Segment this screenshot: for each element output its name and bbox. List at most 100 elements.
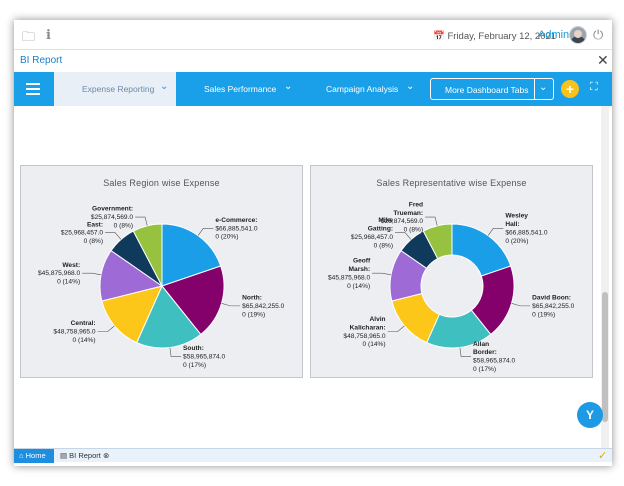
leader-line xyxy=(425,216,438,226)
slice-label: Wesley Hall: $66,885,541.0 0 (20%) xyxy=(505,213,548,245)
app-window: 🗀 i 📅 Friday, February 12, 2021 Admin ⏻ … xyxy=(14,20,612,466)
leader-line xyxy=(105,232,122,240)
slice-label-line: East: xyxy=(87,221,103,228)
slice-label-line: e-Commerce: xyxy=(215,217,257,224)
slice-label-line: $65,842,255.0 xyxy=(242,303,285,310)
slice-label-line: 0 (8%) xyxy=(114,222,133,229)
power-icon[interactable]: ⏻ xyxy=(593,27,604,42)
slice-label-line: 0 (17%) xyxy=(473,366,496,373)
slice-label-line: 0 (8%) xyxy=(404,227,423,234)
slice-label: Mike Gatting: $25,968,457.0 0 (8%) xyxy=(351,217,394,249)
bi-report-label: BI Report xyxy=(69,451,101,460)
pie-slice[interactable] xyxy=(136,285,202,349)
slice-label-line: David Boon: xyxy=(532,294,571,301)
leader-line xyxy=(169,347,182,357)
slice-label-line: $45,875,968.0 xyxy=(38,270,81,277)
pie-slice[interactable] xyxy=(451,223,512,277)
avatar[interactable] xyxy=(569,26,587,44)
leader-line xyxy=(221,303,241,307)
slice-label-line: $25,968,457.0 xyxy=(351,234,394,241)
scroll-thumb[interactable] xyxy=(602,292,608,422)
slice-label-line: Government: xyxy=(92,206,133,213)
slice-label: Allan Border: $58,965,874.0 0 (17%) xyxy=(473,341,516,373)
date-text: Friday, February 12, 2021 xyxy=(447,31,557,42)
slice-label-line: 0 (20%) xyxy=(505,238,528,245)
help-chat-button[interactable]: Y xyxy=(577,402,603,428)
pie-slice[interactable] xyxy=(422,223,453,260)
tab-campaign-analysis[interactable]: Campaign Analysis xyxy=(326,84,399,94)
slice-label: Alvin Kalicharan: $48,758,965.0 0 (14%) xyxy=(343,316,386,348)
sales-region-chart-panel: Sales Region wise Expense e-Commerce: $66… xyxy=(20,165,303,378)
slice-label: e-Commerce: $66,885,541.0 0 (20%) xyxy=(215,217,258,241)
more-tabs-label: More Dashboard Tabs xyxy=(445,85,529,95)
slice-label-line: Allan xyxy=(473,341,489,348)
slice-label-line: Hall: xyxy=(505,221,519,228)
slice-label: West: $45,875,968.0 0 (14%) xyxy=(38,262,81,286)
more-dashboard-tabs-button[interactable]: More Dashboard Tabs ⌄ xyxy=(430,78,554,100)
tab-label: Expense Reporting xyxy=(82,84,155,94)
pie-slice[interactable] xyxy=(132,223,163,287)
check-icon: ✓ xyxy=(598,450,608,462)
date-display: 📅 Friday, February 12, 2021 xyxy=(433,31,557,42)
home-tab[interactable]: ⌂ Home xyxy=(14,449,54,463)
taskbar: ⌂ Home ▤ BI Report ⊗ ✓ xyxy=(14,448,612,463)
info-icon[interactable]: i xyxy=(46,28,51,43)
leader-line xyxy=(197,227,214,236)
slice-label-line: Fred xyxy=(409,201,423,208)
chevron-down-icon[interactable]: ⌄ xyxy=(539,82,548,93)
close-icon[interactable]: ✕ xyxy=(597,52,609,68)
leader-line xyxy=(459,347,472,357)
sales-rep-donut-chart: Wesley Hall: $66,885,541.0 0 (20%) David Boo… xyxy=(328,201,575,373)
pie-slice[interactable] xyxy=(161,265,225,336)
tab-sales-performance[interactable]: Sales Performance xyxy=(204,84,277,94)
slice-label-line: 0 (14%) xyxy=(347,283,370,290)
chevron-down-icon[interactable]: ⌄ xyxy=(160,81,169,92)
pie-slice[interactable] xyxy=(99,249,164,302)
user-name[interactable]: Admin xyxy=(538,29,570,41)
add-tab-button[interactable]: + xyxy=(561,80,579,98)
bi-report-tab[interactable]: ▤ BI Report ⊗ xyxy=(60,451,110,460)
fullscreen-icon[interactable]: ⛶ xyxy=(590,81,598,93)
slice-label-line: 0 (19%) xyxy=(532,311,555,318)
slice-label: Central: $48,758,965.0 0 (14%) xyxy=(53,320,96,344)
slice-label-line: Trueman: xyxy=(393,210,423,217)
sales-rep-chart-panel: Sales Representative wise Expense Wesley… xyxy=(310,165,593,378)
slice-label-line: South: xyxy=(183,345,204,352)
slice-label-line: $25,874,569.0 xyxy=(381,218,424,225)
window-title-bar: BI Report ✕ xyxy=(14,51,612,71)
window-title: BI Report xyxy=(20,55,63,66)
chart-title: Sales Region wise Expense xyxy=(103,178,220,188)
slice-label-line: 0 (14%) xyxy=(57,279,80,286)
slice-label-line: $58,965,874.0 xyxy=(473,358,516,365)
scrollbar[interactable] xyxy=(601,106,609,448)
leader-line xyxy=(511,303,531,307)
home-label: Home xyxy=(25,451,46,460)
slice-label-line: Border: xyxy=(473,349,497,356)
tab-expense-reporting[interactable]: Expense Reporting ⌄ xyxy=(54,72,176,106)
slice-label-line: $25,874,569.0 xyxy=(91,214,134,221)
slice-label-line: $25,968,457.0 xyxy=(61,230,104,237)
slice-label-line: Geoff xyxy=(353,258,371,265)
folder-icon[interactable]: 🗀 xyxy=(22,29,36,44)
slice-label-line: Alvin xyxy=(369,316,385,323)
sales-region-pie-chart: e-Commerce: $66,885,541.0 0 (20%) North: $65… xyxy=(38,206,285,369)
slice-label-line: 0 (14%) xyxy=(73,337,96,344)
divider xyxy=(534,79,535,99)
slice-label-line: Mike xyxy=(378,217,393,224)
slice-label-line: West: xyxy=(62,262,80,269)
top-bar: 🗀 i 📅 Friday, February 12, 2021 Admin ⏻ xyxy=(14,20,612,50)
menu-icon[interactable] xyxy=(26,83,40,95)
slice-label: Geoff Marsh: $45,875,968.0 0 (14%) xyxy=(328,258,371,290)
slice-label-line: North: xyxy=(242,294,262,301)
leader-line xyxy=(82,272,102,276)
slice-label-line: 0 (19%) xyxy=(242,311,265,318)
pie-slice[interactable] xyxy=(101,285,163,344)
slice-label-line: 0 (8%) xyxy=(84,238,103,245)
slice-label-line: 0 (17%) xyxy=(183,362,206,369)
slice-label-line: Gatting: xyxy=(368,226,393,233)
leader-line xyxy=(387,325,405,332)
chevron-down-icon[interactable]: ⌄ xyxy=(406,81,415,92)
leader-line xyxy=(395,232,412,240)
slice-label-line: 0 (14%) xyxy=(363,341,386,348)
chevron-down-icon[interactable]: ⌄ xyxy=(284,81,293,92)
